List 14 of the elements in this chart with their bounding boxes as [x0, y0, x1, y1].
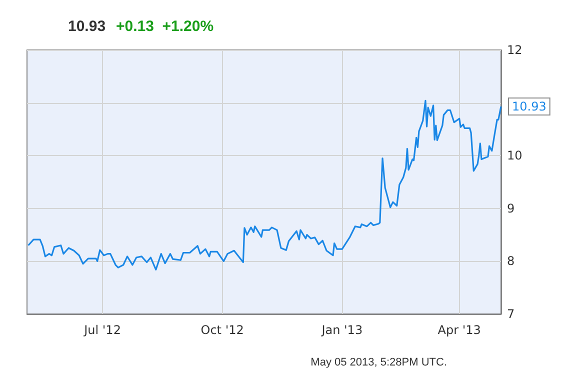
y-tick-label: 8: [507, 254, 515, 268]
annotation: 10.93: [512, 99, 546, 114]
text: May 05 2013, 5:28PM UTC.: [310, 356, 448, 368]
x-tick-label: Apr '13: [438, 323, 481, 337]
y-tick-label: 12: [507, 43, 522, 57]
y-tick-label: 9: [507, 201, 515, 216]
line-series: [28, 100, 502, 270]
x-tick-label: Oct '12: [200, 323, 244, 337]
x-tick-label: Jan '13: [320, 323, 363, 337]
chart-subtitle: +0.13 +1.20%: [116, 18, 214, 35]
chart-title: 10.93: [68, 18, 106, 35]
x-tick-label: Jul '12: [83, 323, 121, 337]
y-tick-label: 7: [507, 307, 515, 321]
y-tick-label: 10: [507, 148, 522, 163]
